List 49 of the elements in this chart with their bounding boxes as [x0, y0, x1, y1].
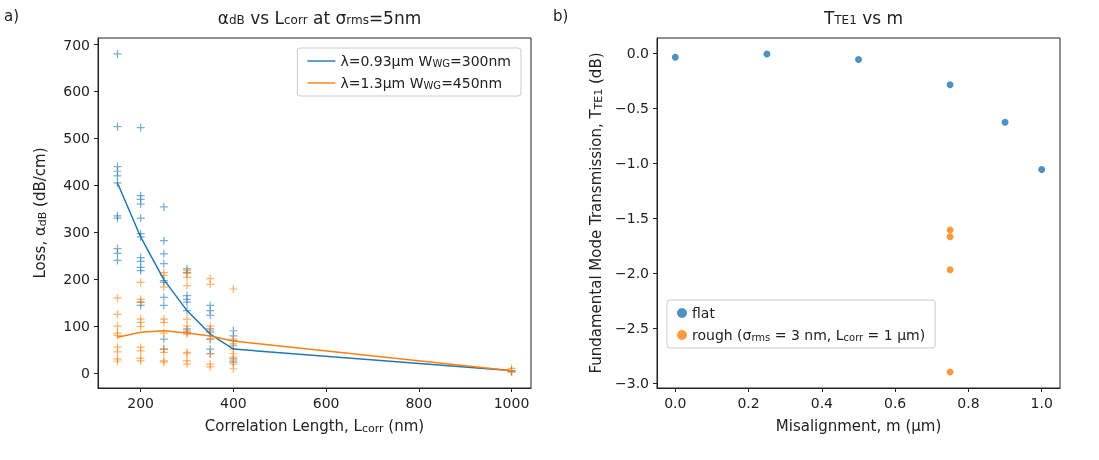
x-tick-label: 600: [312, 395, 340, 411]
chart-title: αdB vs Lcorr at σrms=5nm: [217, 7, 422, 28]
x-axis-title: Misalignment, m (µm): [775, 416, 942, 435]
legend-label: flat: [692, 305, 716, 321]
y-tick-label: 400: [63, 177, 90, 194]
legend-label: λ=1.3µm WWG=450nm: [340, 75, 503, 91]
x-axis-title: Correlation Length, Lcorr (nm): [204, 417, 425, 435]
y-tick-label: 600: [63, 83, 90, 100]
y-tick-label: 0: [81, 364, 90, 381]
y-tick-label: 500: [63, 130, 90, 147]
text: a): [4, 6, 20, 25]
point: [136, 199, 146, 209]
y-tick-label: −3.0: [615, 375, 649, 392]
legend-label: rough (σrms = 3 nm, Lcorr = 1 µm): [692, 327, 926, 343]
x-tick-label: 800: [405, 395, 433, 411]
y-tick-label: −1.5: [615, 209, 649, 226]
point: [855, 55, 862, 63]
y-tick-label: −2.5: [615, 320, 649, 337]
y-tick-label: 300: [63, 224, 90, 241]
x-tick-label: 0.8: [957, 395, 980, 411]
x-tick-label: 0.4: [810, 395, 834, 411]
point: [946, 233, 954, 241]
point: [159, 202, 169, 212]
y-tick-label: 0.0: [626, 44, 649, 61]
y-axis-title: Loss, αdB (dB/cm): [31, 147, 49, 279]
text: b): [553, 6, 569, 25]
x-tick-label: 1000: [493, 395, 530, 411]
y-tick-label: −0.5: [615, 99, 649, 116]
y-tick-label: 100: [63, 318, 90, 335]
y-tick-label: 200: [63, 271, 90, 288]
point: [946, 266, 954, 274]
point: [1001, 118, 1009, 126]
chart-title: TTE1 vs m: [822, 7, 904, 28]
point: [112, 178, 123, 188]
legend-label: λ=0.93µm WWG=300nm: [340, 53, 512, 69]
x-tick-label: 0.0: [664, 395, 687, 411]
x-tick-label: 400: [220, 395, 247, 411]
y-tick-label: 700: [63, 36, 90, 53]
x-tick-label: 1.0: [1030, 395, 1053, 411]
x-tick-label: 0.2: [737, 395, 760, 411]
x-tick-label: 0.6: [884, 395, 907, 411]
y-tick-label: −1.0: [615, 154, 649, 171]
point: [1038, 166, 1046, 174]
point: [182, 305, 192, 316]
point: [946, 81, 954, 89]
y-tick-label: −2.0: [615, 264, 649, 281]
x-tick-label: 200: [127, 395, 155, 411]
point: [671, 53, 679, 61]
point: [112, 49, 123, 59]
